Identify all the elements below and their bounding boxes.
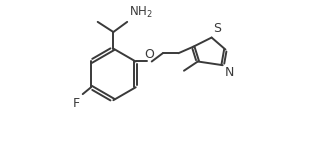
Text: F: F — [72, 97, 80, 109]
Text: NH$_2$: NH$_2$ — [129, 5, 152, 20]
Text: N: N — [225, 66, 234, 79]
Text: S: S — [213, 22, 222, 35]
Text: O: O — [144, 48, 154, 61]
